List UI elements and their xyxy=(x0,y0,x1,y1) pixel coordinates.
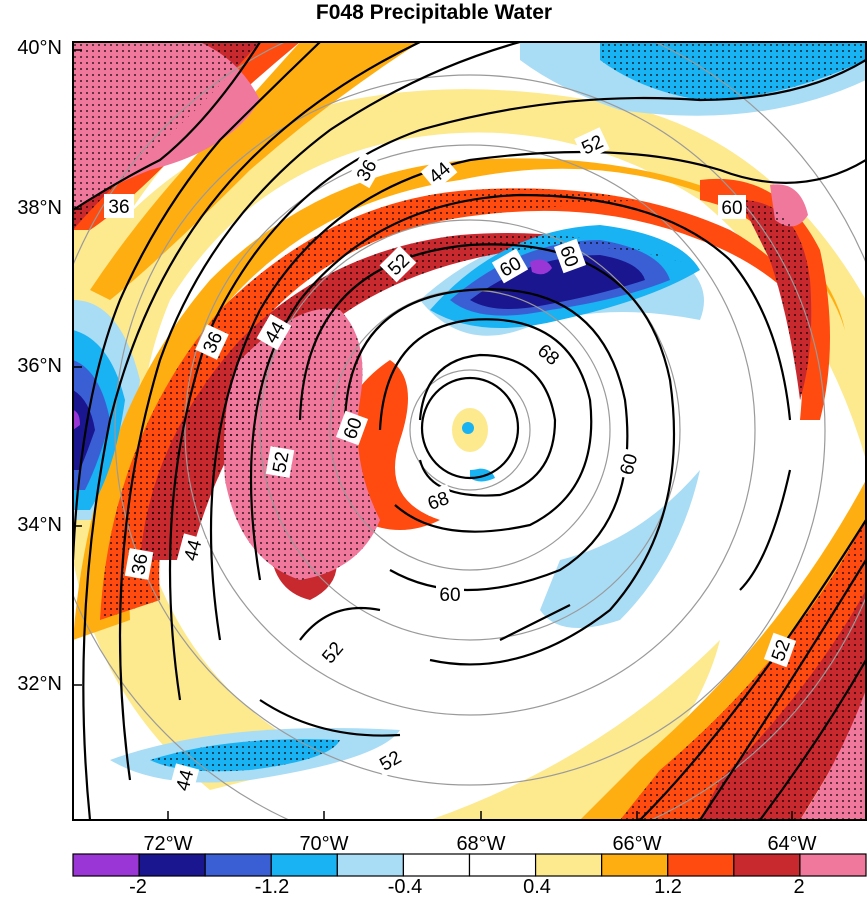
range-rings xyxy=(73,42,866,820)
colorbar-swatch xyxy=(799,853,867,877)
colorbar-swatch xyxy=(270,853,338,877)
contour-label: 52 xyxy=(269,450,293,474)
lon-label-70w: 70°W xyxy=(299,833,349,855)
map-title: F048 Precipitable Water xyxy=(315,1,553,24)
colorbar-swatch xyxy=(402,853,471,877)
lon-label-72w: 72°W xyxy=(143,833,193,855)
shading-purple xyxy=(73,259,552,430)
contour-label: 36 xyxy=(108,197,129,218)
colorbar xyxy=(72,853,867,877)
lon-label-64w: 64°W xyxy=(767,833,817,855)
colorbar-label: -0.4 xyxy=(387,876,423,898)
lat-label-36n: 36°N xyxy=(17,355,62,377)
colorbar-swatch xyxy=(468,853,537,877)
lon-label-68w: 68°W xyxy=(456,833,506,855)
colorbar-swatch xyxy=(138,853,206,877)
lon-label-66w: 66°W xyxy=(612,833,662,855)
plot-border xyxy=(72,41,867,821)
colorbar-label: -1.2 xyxy=(254,876,290,898)
colorbar-swatch xyxy=(336,853,405,877)
shading-dark-blue xyxy=(73,255,645,470)
colorbar-swatch xyxy=(534,853,603,877)
lat-label-34n: 34°N xyxy=(17,514,62,536)
contour-label: 60 xyxy=(439,585,460,606)
colorbar-label: 0.4 xyxy=(523,876,551,898)
contour-label: 36 xyxy=(128,552,152,576)
colorbar-swatch xyxy=(601,853,669,877)
lat-label-32n: 32°N xyxy=(17,673,62,695)
contour-label-layer: 36 36 36 36 44 44 44 44 52 52 52 52 52 5… xyxy=(104,127,797,797)
colorbar-label: 1.2 xyxy=(654,876,682,898)
axis-ticks xyxy=(73,49,793,820)
contour-label: 60 xyxy=(721,198,742,219)
colorbar-swatch xyxy=(204,853,272,877)
colorbar-label: -2 xyxy=(129,876,147,898)
map-plot-area xyxy=(73,42,866,820)
storm-center xyxy=(432,380,508,470)
lat-label-38n: 38°N xyxy=(17,197,62,219)
colorbar-swatch xyxy=(733,853,801,877)
colorbar-swatch xyxy=(72,853,140,877)
stippling-regions xyxy=(73,42,866,820)
lat-label-40n: 40°N xyxy=(17,37,62,59)
colorbar-label: 2 xyxy=(793,876,805,898)
colorbar-swatch xyxy=(667,853,735,877)
